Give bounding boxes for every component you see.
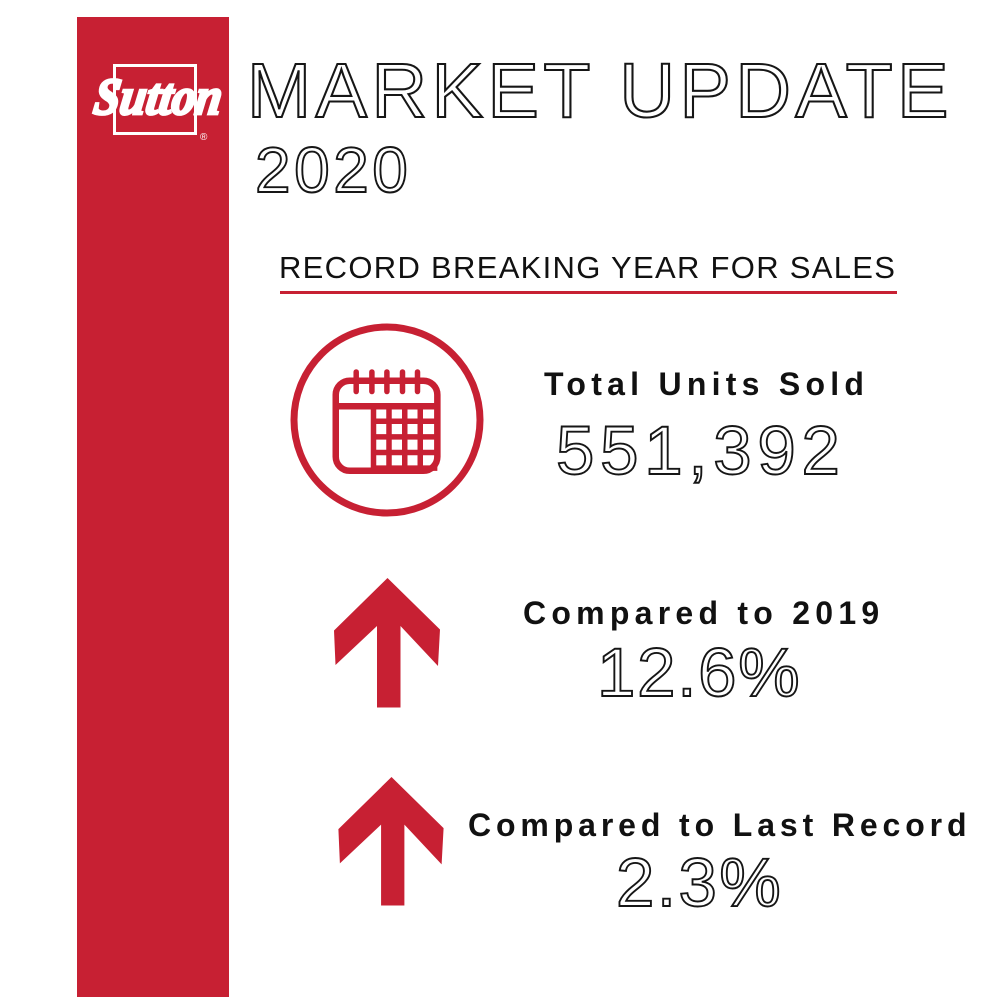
svg-text:®: ®	[200, 132, 208, 143]
svg-text:Sutton: Sutton	[91, 68, 227, 126]
